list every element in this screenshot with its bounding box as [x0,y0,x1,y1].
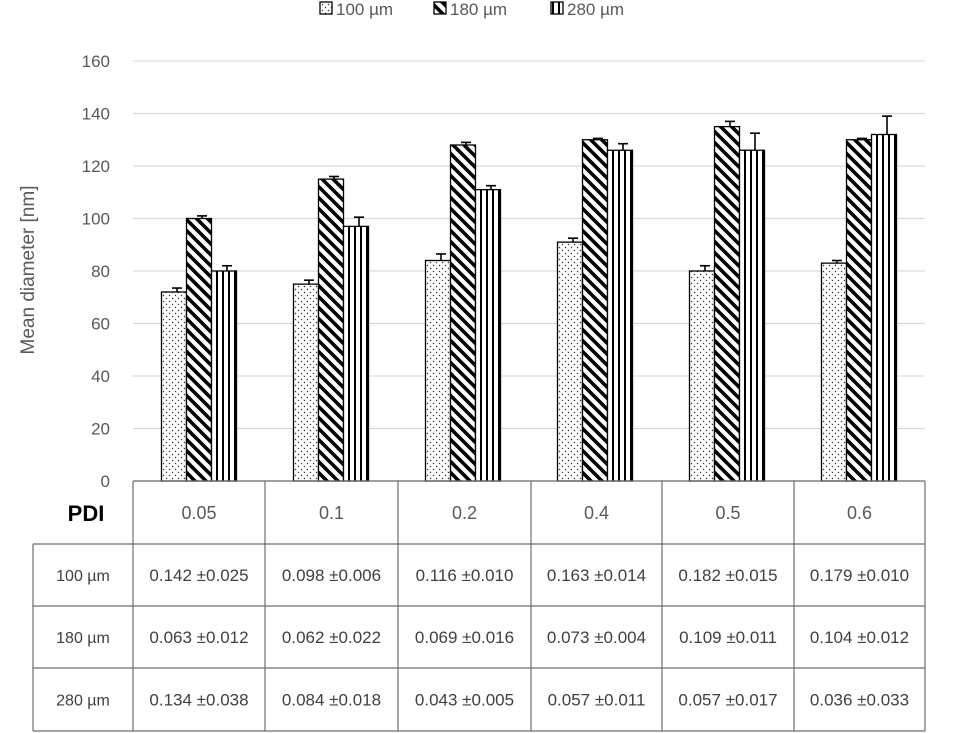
y-tick-label: 140 [82,105,110,124]
category-label: 0.05 [181,503,216,523]
table-cell: 0.182 ±0.015 [678,566,777,585]
bar [449,144,477,482]
bar [185,217,213,482]
legend: 100 µm 180 µm 280 µm [319,0,624,19]
bar [474,188,502,482]
bar [738,149,766,482]
bar [713,125,741,482]
table-cell: 0.109 ±0.011 [679,628,777,647]
table-cell: 0.134 ±0.038 [149,691,248,710]
y-tick-label: 100 [82,210,110,229]
table-cell: 0.073 ±0.004 [547,628,646,647]
table-cell: 0.098 ±0.006 [282,566,381,585]
bar [292,283,320,482]
legend-swatch [550,1,564,15]
bar [160,291,188,482]
table-cell: 0.036 ±0.033 [810,691,909,710]
y-axis-ticks: 0 20 40 60 80 100 120 140 160 [82,52,110,491]
bar [870,133,898,482]
legend-label: 100 µm [336,0,393,19]
category-label: 0.2 [452,503,477,523]
table-header-pdi: PDI [68,501,105,526]
y-tick-label: 40 [91,367,110,386]
bar [317,178,345,482]
table-cell: 0.179 ±0.010 [810,566,909,585]
table-cell: 0.142 ±0.025 [149,566,248,585]
y-tick-label: 0 [101,472,110,491]
category-label: 0.4 [584,503,609,523]
table-row-label: 180 µm [56,630,110,647]
bar [342,225,370,482]
y-tick-label: 80 [91,262,110,281]
y-tick-label: 20 [91,420,110,439]
y-axis-label: Mean diameter [nm] [18,186,39,355]
legend-label: 280 µm [567,0,624,19]
table-cell: 0.069 ±0.016 [415,628,514,647]
table-cell: 0.057 ±0.011 [548,691,646,710]
table-cell: 0.057 ±0.017 [678,691,777,710]
bar [210,270,238,482]
legend-swatch [319,1,333,15]
gridlines [133,60,925,482]
category-label: 0.1 [319,503,344,523]
y-tick-label: 60 [91,315,110,334]
table-cell: 0.084 ±0.018 [282,691,381,710]
bar [688,270,716,482]
table-cell: 0.063 ±0.012 [149,628,248,647]
bar [606,149,634,482]
table-cell: 0.116 ±0.010 [416,566,514,585]
category-label: 0.5 [715,503,740,523]
data-table: PDI 0.05 0.1 0.2 0.4 0.5 0.6 100 µm 0.142 ±0.025… [32,480,926,732]
table-row-label: 100 µm [56,568,110,585]
bar [424,259,452,482]
bar [845,139,873,482]
legend-label: 180 µm [450,0,507,19]
table-cell: 0.043 ±0.005 [415,691,514,710]
y-tick-label: 120 [82,157,110,176]
table-cell: 0.163 ±0.014 [547,566,646,585]
table-cell: 0.104 ±0.012 [810,628,909,647]
bars [160,115,898,482]
legend-swatch [433,1,447,15]
bar [556,241,584,482]
table-cell: 0.062 ±0.022 [282,628,381,647]
y-tick-label: 160 [82,52,110,71]
table-row-label: 280 µm [56,693,110,710]
category-label: 0.6 [847,503,872,523]
bar [820,262,848,482]
bar [581,139,609,482]
